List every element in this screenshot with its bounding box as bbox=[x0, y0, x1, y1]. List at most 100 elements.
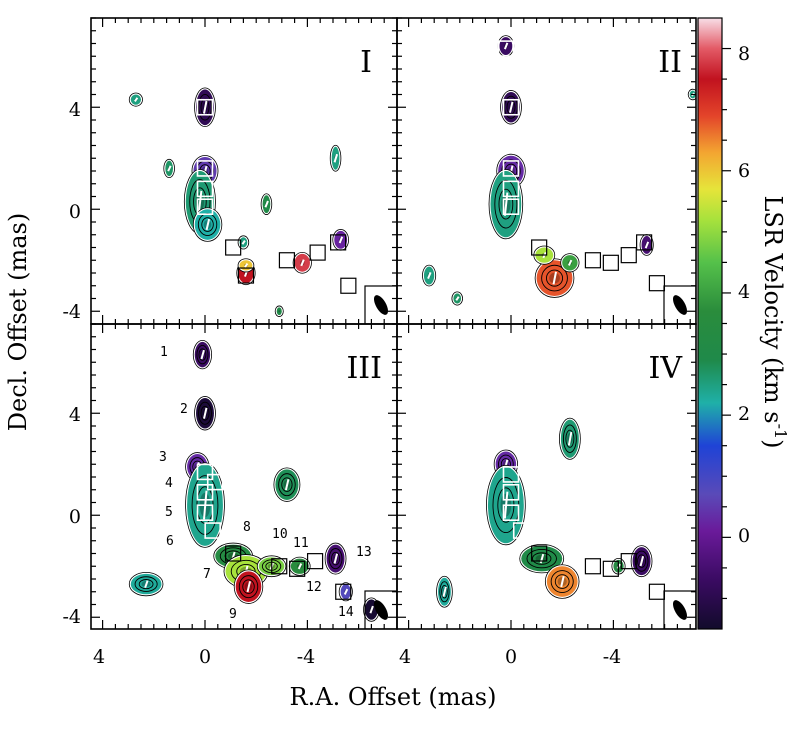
maser-spot-marker bbox=[205, 218, 211, 231]
maser-spot-II-1 bbox=[497, 35, 515, 57]
beam-box bbox=[364, 285, 397, 324]
position-box-II-9 bbox=[620, 247, 637, 264]
maser-spot-marker bbox=[644, 241, 650, 249]
position-box-IV-6 bbox=[512, 522, 530, 539]
maser-spot-marker bbox=[244, 262, 249, 268]
position-box-III-10 bbox=[335, 583, 352, 600]
maser-spot-IV-3 bbox=[519, 543, 565, 574]
beam-ellipse bbox=[374, 600, 388, 620]
maser-spot-contour bbox=[198, 93, 212, 121]
y-axis-label: Decl. Offset (mas) bbox=[4, 213, 32, 431]
position-box-IV-3 bbox=[502, 466, 520, 483]
panel-label-III: III bbox=[346, 351, 382, 386]
panel-II-content bbox=[422, 35, 696, 324]
y-tick-label-p1-mid: 0 bbox=[69, 201, 81, 223]
position-box-I-8 bbox=[278, 252, 296, 269]
position-box-IV-5 bbox=[502, 504, 520, 522]
beam-box bbox=[364, 590, 397, 629]
spot-number-7: 7 bbox=[203, 567, 211, 582]
maser-spot-III-13 bbox=[128, 571, 164, 597]
maser-spot-IV-4 bbox=[544, 564, 580, 599]
spot-number-10: 10 bbox=[272, 527, 288, 542]
maser-spot-IV-5 bbox=[559, 417, 581, 460]
maser-spot-I-10 bbox=[237, 258, 255, 273]
panel-label-I: I bbox=[360, 45, 372, 80]
maser-spot-marker bbox=[567, 259, 573, 266]
position-box-IV-2 bbox=[498, 402, 524, 429]
position-box-III-8 bbox=[289, 560, 306, 577]
maser-spot-II-10 bbox=[451, 291, 463, 306]
maser-spot-marker bbox=[455, 296, 460, 301]
maser-spot-marker bbox=[197, 190, 203, 213]
colorbar-ticks bbox=[722, 47, 731, 600]
x-tick-label-p3-2: -4 bbox=[297, 646, 316, 668]
maser-spot-marker bbox=[241, 240, 246, 245]
maser-spot-marker bbox=[333, 553, 339, 564]
position-box-IV-11 bbox=[648, 583, 666, 600]
position-box-II-11 bbox=[648, 275, 666, 292]
colorbar-label-sup: -1 bbox=[771, 424, 790, 440]
position-box-I-5 bbox=[196, 198, 214, 215]
maser-spot-marker bbox=[560, 575, 565, 588]
panel-IV-content bbox=[436, 341, 696, 629]
position-box-II-10 bbox=[636, 234, 653, 251]
maser-spot-marker bbox=[297, 563, 303, 570]
maser-spot-contour bbox=[198, 401, 212, 425]
maser-spot-III-1 bbox=[192, 339, 213, 370]
maser-spot-marker bbox=[503, 42, 509, 50]
maser-spot-contour bbox=[242, 579, 255, 594]
colorbar-tick-label-6: 6 bbox=[738, 160, 750, 182]
x-tick-label-p3-0: 4 bbox=[93, 646, 105, 668]
position-box-III-1 bbox=[196, 463, 214, 481]
maser-spot-III-11 bbox=[324, 542, 347, 575]
y-tick-label-p3-bot: -4 bbox=[62, 606, 81, 628]
maser-spot-marker bbox=[369, 605, 374, 614]
maser-spot-marker bbox=[509, 101, 514, 113]
colorbar-label-main: LSR Velocity (km s bbox=[759, 195, 787, 423]
maser-spot-contour bbox=[637, 554, 647, 568]
position-box-II-7 bbox=[584, 252, 602, 269]
position-box-IV-8 bbox=[584, 558, 602, 575]
maser-spot-contour bbox=[565, 429, 575, 448]
maser-spot-marker bbox=[144, 580, 149, 589]
beam-box bbox=[663, 285, 696, 324]
maser-spot-contour bbox=[554, 574, 570, 589]
colorbar-tick-label-4: 4 bbox=[738, 281, 750, 303]
maser-spot-contour bbox=[526, 548, 557, 569]
maser-spot-marker bbox=[167, 165, 172, 172]
position-box-II-4 bbox=[502, 180, 520, 198]
position-box-III-5 bbox=[204, 522, 221, 539]
maser-spot-contour bbox=[278, 473, 296, 497]
position-box-III-9 bbox=[306, 553, 324, 570]
maser-spot-contour bbox=[634, 550, 649, 572]
spot-number-2: 2 bbox=[180, 402, 188, 417]
spot-number-5: 5 bbox=[165, 505, 173, 520]
maser-spot-I-5 bbox=[128, 92, 143, 107]
maser-spot-marker bbox=[338, 236, 344, 244]
spot-number-9: 9 bbox=[229, 607, 237, 622]
maser-spot-II-4 bbox=[488, 169, 524, 240]
maser-spot-I-12 bbox=[292, 251, 312, 274]
spot-number-13: 13 bbox=[356, 545, 372, 560]
maser-spot-marker bbox=[246, 581, 251, 593]
position-box-II-1 bbox=[497, 40, 515, 57]
maser-spot-IV-8 bbox=[436, 575, 453, 608]
spot-number-12: 12 bbox=[306, 580, 322, 595]
maser-spot-III-5 bbox=[213, 542, 253, 570]
maser-spot-contour bbox=[541, 264, 568, 292]
position-box-IV-4 bbox=[502, 483, 520, 501]
panel-I-content bbox=[128, 35, 397, 324]
maser-spot-I-8 bbox=[329, 144, 342, 172]
maser-spot-contour bbox=[198, 348, 207, 361]
colorbar-label-close: ) bbox=[759, 439, 787, 448]
y-tick-label-p1-bot: -4 bbox=[62, 301, 81, 323]
maser-spot-I-1 bbox=[194, 87, 216, 128]
panel-III-content bbox=[128, 339, 397, 629]
maser-spot-marker bbox=[264, 200, 269, 208]
position-box-I-1 bbox=[181, 35, 208, 62]
maser-spot-contour bbox=[439, 581, 450, 603]
colorbar-tick-label-2: 2 bbox=[738, 403, 750, 425]
spot-number-14: 14 bbox=[338, 605, 354, 620]
maser-spot-contour bbox=[238, 575, 259, 599]
